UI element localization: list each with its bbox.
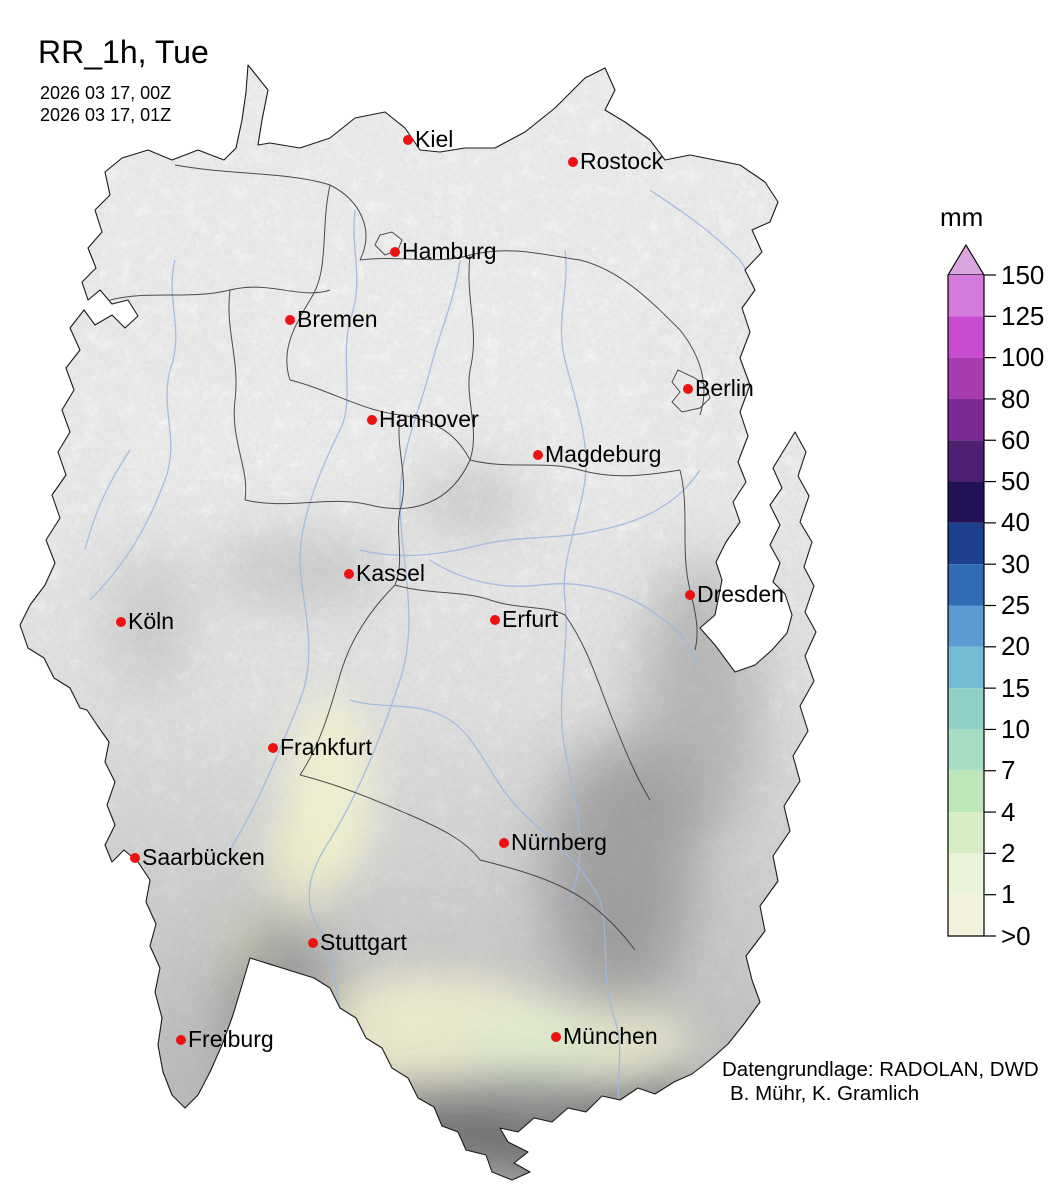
svg-text:Datengrundlage: RADOLAN, DWD: Datengrundlage: RADOLAN, DWD bbox=[722, 1058, 1039, 1081]
svg-text:Köln: Köln bbox=[128, 608, 174, 634]
svg-text:Dresden: Dresden bbox=[697, 581, 784, 607]
svg-text:80: 80 bbox=[1001, 384, 1030, 414]
svg-text:Hannover: Hannover bbox=[379, 406, 479, 432]
svg-text:10: 10 bbox=[1001, 714, 1030, 744]
svg-text:mm: mm bbox=[940, 202, 983, 232]
svg-text:4: 4 bbox=[1001, 797, 1015, 827]
svg-text:1: 1 bbox=[1001, 879, 1015, 909]
svg-text:Magdeburg: Magdeburg bbox=[545, 441, 661, 467]
svg-text:Bremen: Bremen bbox=[297, 306, 378, 332]
svg-text:150: 150 bbox=[1001, 260, 1044, 290]
svg-text:50: 50 bbox=[1001, 466, 1030, 496]
svg-text:Erfurt: Erfurt bbox=[502, 606, 559, 632]
svg-text:>0: >0 bbox=[1001, 921, 1031, 951]
svg-text:60: 60 bbox=[1001, 425, 1030, 455]
svg-text:25: 25 bbox=[1001, 590, 1030, 620]
svg-text:Kiel: Kiel bbox=[415, 126, 453, 152]
svg-text:15: 15 bbox=[1001, 673, 1030, 703]
svg-text:Nürnberg: Nürnberg bbox=[511, 829, 607, 855]
svg-text:40: 40 bbox=[1001, 507, 1030, 537]
svg-text:B. Mühr, K. Gramlich: B. Mühr, K. Gramlich bbox=[730, 1082, 919, 1105]
svg-text:Hamburg: Hamburg bbox=[402, 238, 497, 264]
svg-text:7: 7 bbox=[1001, 755, 1015, 785]
svg-text:Frankfurt: Frankfurt bbox=[280, 734, 373, 760]
svg-text:100: 100 bbox=[1001, 342, 1044, 372]
svg-text:Rostock: Rostock bbox=[580, 148, 664, 174]
svg-text:Kassel: Kassel bbox=[356, 560, 425, 586]
svg-text:Saarbücken: Saarbücken bbox=[142, 844, 265, 870]
svg-text:2: 2 bbox=[1001, 838, 1015, 868]
svg-text:München: München bbox=[563, 1023, 658, 1049]
svg-text:Stuttgart: Stuttgart bbox=[320, 929, 408, 955]
svg-text:Freiburg: Freiburg bbox=[188, 1026, 274, 1052]
svg-text:20: 20 bbox=[1001, 631, 1030, 661]
svg-text:30: 30 bbox=[1001, 549, 1030, 579]
svg-text:125: 125 bbox=[1001, 301, 1044, 331]
svg-text:Berlin: Berlin bbox=[695, 375, 754, 401]
